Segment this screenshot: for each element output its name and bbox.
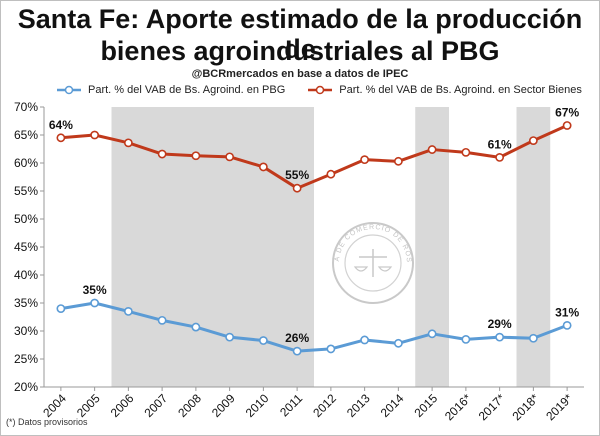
- series-0-point: [360, 335, 370, 345]
- chart-subtitle: @BCRmercados en base a datos de IPEC: [191, 68, 409, 80]
- x-tick-label: 2016*: [442, 391, 474, 423]
- series-1-point: [326, 169, 336, 179]
- series-0-point: [427, 329, 437, 339]
- series-1-point: [258, 162, 268, 172]
- legend-item-sector-bienes: Part. % del VAB de Bs. Agroind. en Secto…: [307, 84, 582, 96]
- legend-label-pbg: Part. % del VAB de Bs. Agroind. en PBG: [88, 84, 286, 96]
- y-tick-label: 50%: [14, 212, 38, 226]
- footnote: (*) Datos provisorios: [6, 417, 88, 427]
- legend-line-marker-red: [308, 85, 333, 95]
- x-tick-label: 2019*: [543, 391, 575, 423]
- y-tick-label: 25%: [14, 352, 38, 366]
- x-tick-label: 2018*: [509, 391, 541, 423]
- x-tick-label: 2008: [175, 391, 204, 420]
- series-1-point: [56, 133, 66, 143]
- series-0-point: [123, 306, 133, 316]
- x-tick-label: 2006: [108, 391, 137, 420]
- x-tick-label: 2014: [378, 391, 407, 420]
- series-1-point: [123, 138, 133, 148]
- series-1-point: [191, 151, 201, 161]
- series-0-point: [326, 344, 336, 354]
- series-0-point: [258, 336, 268, 345]
- series-0-point: [225, 332, 235, 342]
- series-0-data-label: 31%: [555, 305, 579, 319]
- series-1-point: [393, 156, 403, 166]
- series-1-point: [495, 152, 505, 162]
- y-tick-label: 20%: [14, 380, 38, 394]
- y-tick-label: 60%: [14, 156, 38, 170]
- chart-title-line1: Santa Fe: Aporte estimado de la producci…: [17, 4, 583, 64]
- x-tick-label: 2013: [344, 391, 373, 420]
- series-0-point: [562, 320, 572, 330]
- series-line-0: [59, 301, 569, 353]
- series-1-data-label: 61%: [488, 137, 512, 151]
- x-tick-label: 2011: [277, 391, 305, 419]
- series-1-data-label: 55%: [285, 168, 309, 182]
- series-1-point: [292, 183, 302, 193]
- series-0-point: [495, 332, 505, 342]
- y-tick-label: 45%: [14, 240, 38, 254]
- chart-title-line2: bienes agroindustriales al PBG: [100, 36, 500, 66]
- legend-line-marker-blue: [57, 85, 81, 95]
- x-tick-label: 2010: [243, 391, 272, 420]
- x-tick-label: 2004: [40, 391, 69, 420]
- x-tick-label: 2015: [411, 391, 440, 420]
- series-1-point: [157, 149, 167, 159]
- series-0-data-label: 29%: [488, 317, 512, 331]
- watermark-seal-outer: [332, 222, 414, 304]
- series-0-point: [461, 334, 471, 344]
- y-tick-label: 40%: [14, 268, 38, 282]
- series-0-point: [528, 333, 538, 343]
- series-1-point: [562, 121, 572, 130]
- series-1-point: [90, 130, 100, 140]
- series-0-point: [191, 322, 201, 332]
- x-tick-label: 2005: [74, 391, 103, 420]
- watermark-seal-inner: [344, 234, 402, 292]
- series-1-data-label: 64%: [49, 118, 73, 132]
- series-line-1: [59, 123, 569, 190]
- series-1-point: [528, 136, 538, 145]
- watermark-scale-pan-right: [377, 266, 393, 272]
- x-tick-label: 2009: [209, 391, 238, 420]
- legend: Part. % del VAB de Bs. Agroind. en PBG P…: [56, 84, 582, 96]
- y-tick-label: 65%: [14, 128, 38, 142]
- series-1-point: [225, 152, 235, 162]
- x-tick-label: 2012: [310, 391, 339, 420]
- series-0-point: [90, 298, 100, 308]
- shaded-period-2: [516, 107, 551, 387]
- x-tick-label: 2017*: [476, 391, 508, 423]
- y-tick-label: 55%: [14, 184, 38, 198]
- watermark-scale-pan-left: [353, 266, 369, 272]
- y-tick-label: 35%: [14, 296, 38, 310]
- y-tick-label: 30%: [14, 324, 38, 338]
- series-1-point: [427, 145, 437, 154]
- legend-item-pbg: Part. % del VAB de Bs. Agroind. en PBG: [56, 84, 285, 96]
- series-0-point: [292, 346, 302, 356]
- x-tick-label: 2007: [141, 391, 170, 420]
- legend-label-sector-bienes: Part. % del VAB de Bs. Agroind. en Secto…: [339, 84, 582, 96]
- series-0-point: [393, 338, 403, 348]
- series-1-data-label: 67%: [555, 105, 579, 119]
- series-0-data-label: 35%: [83, 283, 107, 297]
- series-1-point: [461, 147, 471, 157]
- series-0-point: [56, 304, 66, 313]
- y-tick-label: 70%: [14, 100, 38, 114]
- series-0-data-label: 26%: [285, 331, 309, 345]
- series-0-point: [157, 315, 167, 325]
- series-1-point: [360, 155, 370, 165]
- shaded-period-0: [111, 107, 314, 387]
